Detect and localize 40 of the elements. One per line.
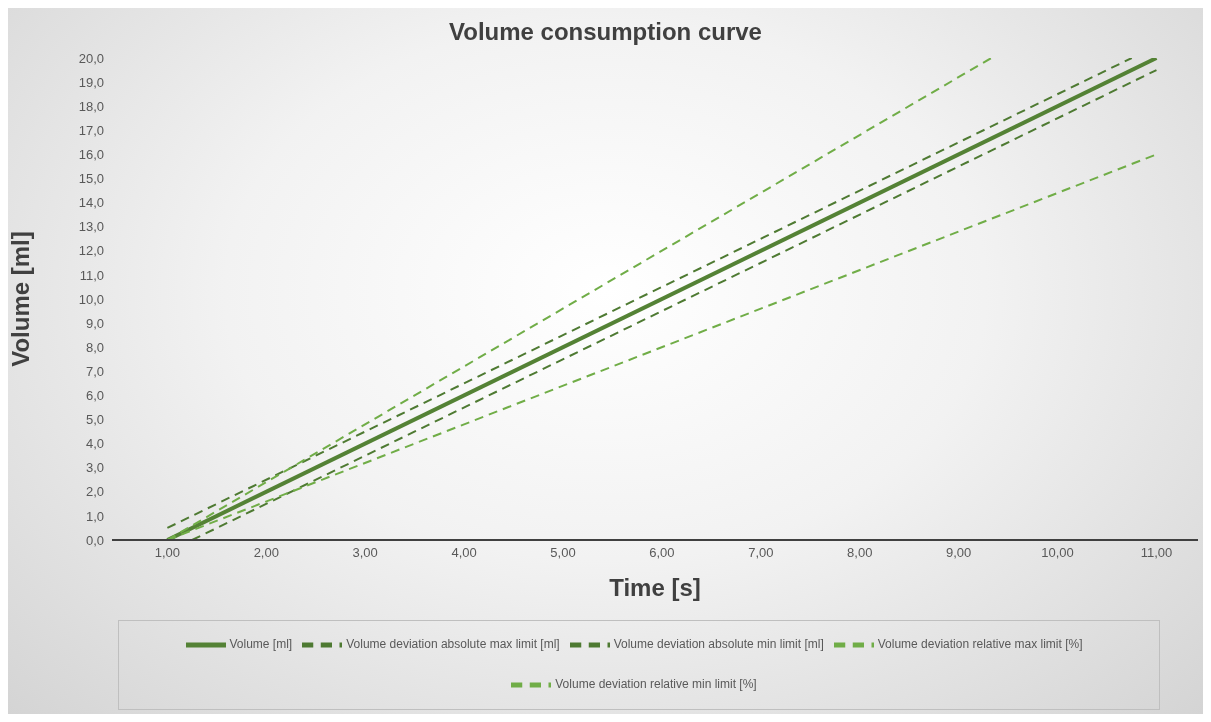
x-tick-label: 5,00 [550,545,576,561]
y-tick-label: 9,0 [85,315,104,331]
x-tick-label: 2,00 [253,545,279,561]
y-tick-label: 8,0 [85,339,104,355]
legend-label: Volume deviation absolute min limit [ml] [613,637,824,652]
y-tick-label: 2,0 [85,484,104,500]
y-tick-label: 11,0 [79,267,104,283]
x-tick-label: 9,00 [945,545,972,561]
y-tick-label: 6,0 [85,388,104,404]
y-tick-label: 7,0 [85,363,104,379]
y-tick-label: 1,0 [85,508,104,524]
x-tick-label: 7,00 [748,545,774,561]
x-tick-label: 3,00 [352,545,378,561]
legend-label: Volume deviation absolute max limit [ml] [346,637,560,652]
y-tick-label: 17,0 [78,122,104,138]
legend-label: Volume [ml] [229,637,293,652]
y-tick-label: 16,0 [78,147,104,163]
x-tick-label: 11,00 [1140,545,1173,561]
chart-title: Volume consumption curve [448,17,763,47]
x-tick-label: 6,00 [649,545,675,561]
x-axis-title: Time [s] [609,574,701,601]
y-tick-label: 12,0 [78,243,104,259]
legend-label: Volume deviation relative min limit [%] [555,677,757,692]
x-tick-label: 8,00 [847,545,873,561]
y-tick-label: 4,0 [85,436,104,452]
y-tick-label: 15,0 [78,171,104,187]
y-tick-label: 10,0 [78,291,104,307]
y-tick-label: 18,0 [78,98,104,114]
y-tick-label: 5,0 [85,412,104,428]
x-tick-label: 10,00 [1041,545,1074,561]
y-tick-label: 13,0 [78,219,104,235]
y-tick-label: 14,0 [78,195,104,211]
legend-label: Volume deviation relative max limit [%] [877,637,1083,652]
y-tick-label: 20,0 [78,50,104,66]
y-axis-title: Volume [ml] [6,231,34,367]
x-tick-label: 1,00 [154,545,181,561]
y-tick-label: 3,0 [85,460,104,476]
y-tick-label: 19,0 [78,74,104,90]
y-tick-label: 0,0 [85,532,104,548]
x-tick-label: 4,00 [451,545,477,561]
